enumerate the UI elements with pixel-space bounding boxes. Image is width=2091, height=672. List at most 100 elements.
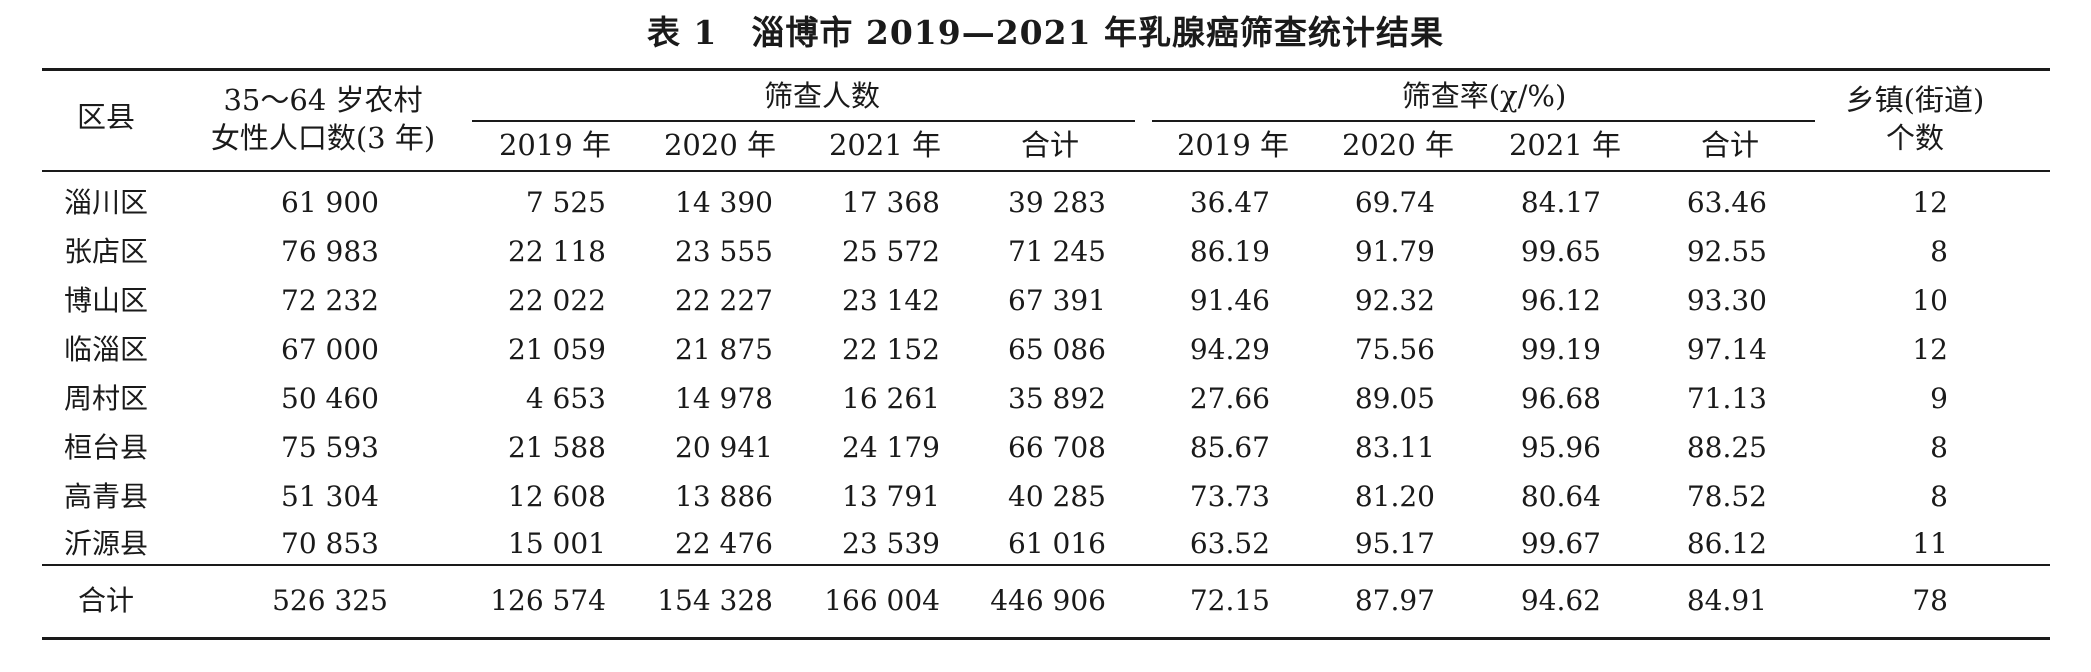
header-towns-line2: 个数 <box>1885 121 1945 155</box>
cell-rate-2019: 36.47 <box>1189 186 1270 219</box>
cell-rate-total: 88.25 <box>1686 431 1767 464</box>
cell-district: 博山区 <box>63 284 149 317</box>
header-rate-2021: 2021 年 <box>1508 128 1622 162</box>
cell-rate-2019: 85.67 <box>1189 431 1270 464</box>
cell-rate-2020: 92.32 <box>1354 284 1435 317</box>
top-rule <box>42 68 2050 71</box>
cell-rate-2021: 96.68 <box>1520 382 1601 415</box>
cell-rate-2021: 96.12 <box>1520 284 1601 317</box>
cell-screened-total: 39 283 <box>1008 186 1106 219</box>
cell-screened-2019: 21 059 <box>508 333 606 366</box>
cell-rate-2020: 81.20 <box>1354 480 1435 513</box>
cell-screened-total: 40 285 <box>1008 480 1106 513</box>
header-screened-total: 合计 <box>1020 128 1080 162</box>
header-population-line1: 35～64 岁农村 <box>223 83 423 117</box>
cell-population: 67 000 <box>281 333 379 366</box>
cell-rate-2019: 91.46 <box>1189 284 1270 317</box>
total-rate-2021: 94.62 <box>1520 584 1601 617</box>
cell-screened-2021: 16 261 <box>842 382 940 415</box>
total-rate-2020: 87.97 <box>1354 584 1435 617</box>
cell-towns: 12 <box>1912 333 1948 366</box>
cell-towns: 10 <box>1912 284 1948 317</box>
cell-screened-total: 67 391 <box>1008 284 1106 317</box>
cell-towns: 8 <box>1930 235 1948 268</box>
total-top-rule <box>42 564 2050 566</box>
cell-rate-2019: 27.66 <box>1189 382 1270 415</box>
cell-rate-2020: 91.79 <box>1354 235 1435 268</box>
cell-rate-total: 86.12 <box>1686 527 1767 560</box>
cell-population: 72 232 <box>281 284 379 317</box>
total-screened-2019: 126 574 <box>490 584 606 617</box>
cell-screened-total: 35 892 <box>1008 382 1106 415</box>
cell-population: 61 900 <box>281 186 379 219</box>
cell-rate-2021: 99.65 <box>1520 235 1601 268</box>
cell-screened-2020: 23 555 <box>675 235 773 268</box>
cell-screened-total: 66 708 <box>1008 431 1106 464</box>
header-screened-2021: 2021 年 <box>828 128 942 162</box>
cell-screened-total: 65 086 <box>1008 333 1106 366</box>
table-title: 表 1 淄博市 2019—2021 年乳腺癌筛查统计结果 <box>646 13 1445 52</box>
cell-screened-2019: 15 001 <box>508 527 606 560</box>
screened-group-rule <box>472 120 1135 122</box>
header-bottom-rule <box>42 170 2050 172</box>
cell-screened-2021: 13 791 <box>842 480 940 513</box>
cell-screened-total: 61 016 <box>1008 527 1106 560</box>
cell-screened-2020: 21 875 <box>675 333 773 366</box>
header-rate-total: 合计 <box>1700 128 1760 162</box>
cell-district: 沂源县 <box>63 527 149 560</box>
cell-population: 75 593 <box>281 431 379 464</box>
cell-screened-2020: 13 886 <box>675 480 773 513</box>
cell-rate-total: 97.14 <box>1686 333 1767 366</box>
cell-towns: 8 <box>1930 480 1948 513</box>
cell-screened-2021: 23 142 <box>842 284 940 317</box>
cell-district: 桓台县 <box>63 431 149 464</box>
cell-towns: 9 <box>1930 382 1948 415</box>
total-population: 526 325 <box>272 584 388 617</box>
header-screened-2019: 2019 年 <box>498 128 612 162</box>
cell-population: 51 304 <box>281 480 379 513</box>
bottom-rule <box>42 637 2050 640</box>
cell-screened-2021: 22 152 <box>842 333 940 366</box>
cell-rate-2020: 69.74 <box>1354 186 1435 219</box>
cell-screened-2019: 4 653 <box>525 382 606 415</box>
header-rate-group: 筛查率(χ/%) <box>1401 79 1567 113</box>
total-towns: 78 <box>1912 584 1948 617</box>
cell-rate-2019: 63.52 <box>1189 527 1270 560</box>
header-district: 区县 <box>76 100 136 134</box>
total-screened-2021: 166 004 <box>824 584 940 617</box>
cell-screened-total: 71 245 <box>1008 235 1106 268</box>
header-population-line2: 女性人口数(3 年) <box>210 121 436 155</box>
cell-rate-total: 92.55 <box>1686 235 1767 268</box>
cell-screened-2019: 7 525 <box>525 186 606 219</box>
cell-rate-total: 63.46 <box>1686 186 1767 219</box>
cell-rate-2019: 86.19 <box>1189 235 1270 268</box>
cell-rate-total: 71.13 <box>1686 382 1767 415</box>
cell-screened-2020: 14 978 <box>675 382 773 415</box>
header-rate-2019: 2019 年 <box>1176 128 1290 162</box>
cell-district: 淄川区 <box>63 186 149 219</box>
cell-rate-2020: 83.11 <box>1354 431 1435 464</box>
cell-rate-2020: 75.56 <box>1354 333 1435 366</box>
cell-population: 76 983 <box>281 235 379 268</box>
header-towns-line1: 乡镇(街道) <box>1845 83 1985 117</box>
cell-rate-2021: 99.19 <box>1520 333 1601 366</box>
total-screened-total: 446 906 <box>990 584 1106 617</box>
cell-screened-2019: 22 118 <box>508 235 606 268</box>
cell-rate-2021: 95.96 <box>1520 431 1601 464</box>
cell-screened-2020: 22 476 <box>675 527 773 560</box>
total-screened-2020: 154 328 <box>657 584 773 617</box>
total-rate-2019: 72.15 <box>1189 584 1270 617</box>
cell-rate-2019: 94.29 <box>1189 333 1270 366</box>
cell-district: 周村区 <box>63 382 149 415</box>
cell-rate-2020: 95.17 <box>1354 527 1435 560</box>
cell-rate-total: 78.52 <box>1686 480 1767 513</box>
cell-population: 70 853 <box>281 527 379 560</box>
cell-screened-2020: 22 227 <box>675 284 773 317</box>
cell-towns: 12 <box>1912 186 1948 219</box>
cell-district: 张店区 <box>63 235 149 268</box>
cell-screened-2021: 23 539 <box>842 527 940 560</box>
header-screened-2020: 2020 年 <box>663 128 777 162</box>
cell-screened-2019: 21 588 <box>508 431 606 464</box>
cell-screened-2021: 25 572 <box>842 235 940 268</box>
cell-rate-total: 93.30 <box>1686 284 1767 317</box>
